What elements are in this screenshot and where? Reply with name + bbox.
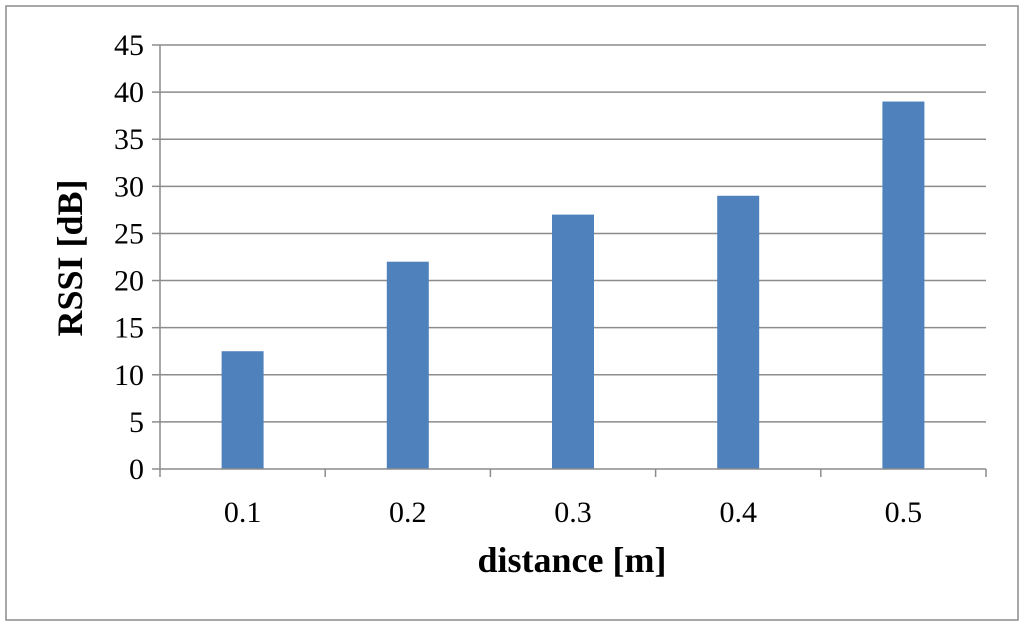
y-tick-label: 25 [114, 217, 144, 250]
x-tick-label: 0.1 [224, 496, 262, 529]
x-tick-label: 0.5 [885, 496, 923, 529]
y-tick-label: 5 [129, 406, 144, 439]
y-tick-label: 30 [114, 170, 144, 203]
y-tick-label: 20 [114, 265, 144, 298]
y-tick-label: 35 [114, 123, 144, 156]
x-tick-label: 0.3 [554, 496, 592, 529]
y-tick-label: 40 [114, 76, 144, 109]
x-tick-label: 0.4 [719, 496, 757, 529]
y-tick-labels: 0 5 10 15 20 25 30 35 40 45 [114, 29, 144, 486]
y-tick-label: 45 [114, 29, 144, 62]
y-tick-label: 10 [114, 359, 144, 392]
bars [221, 101, 925, 470]
bar [552, 214, 594, 469]
bar [221, 351, 264, 469]
axes [159, 45, 986, 470]
chart-frame [5, 5, 1019, 621]
x-tick-label: 0.2 [389, 496, 427, 529]
x-tick-labels: 0.1 0.2 0.3 0.4 0.5 [224, 496, 922, 529]
y-tick-label: 15 [114, 312, 144, 345]
bar [386, 261, 429, 469]
x-axis-title: distance [m] [478, 540, 667, 580]
y-tick-label: 0 [129, 453, 144, 486]
bar [882, 101, 925, 470]
y-axis-title: RSSI [dB] [50, 179, 90, 336]
bar [717, 195, 760, 469]
